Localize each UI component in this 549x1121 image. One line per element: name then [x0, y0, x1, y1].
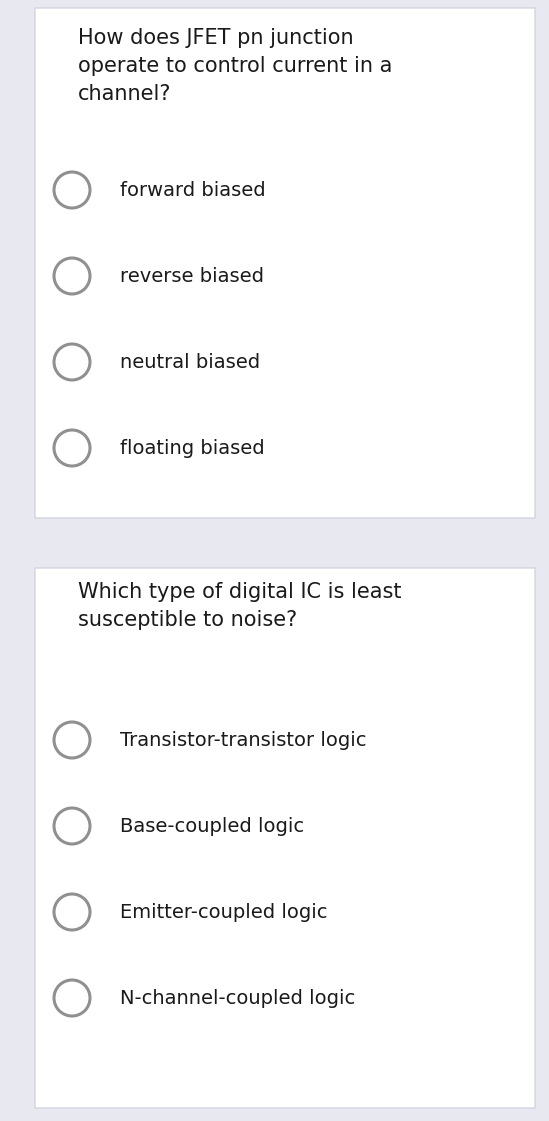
Ellipse shape	[54, 808, 90, 844]
Text: N-channel-coupled logic: N-channel-coupled logic	[120, 989, 355, 1008]
Ellipse shape	[54, 722, 90, 758]
Text: forward biased: forward biased	[120, 180, 266, 200]
Text: neutral biased: neutral biased	[120, 352, 260, 371]
Ellipse shape	[54, 430, 90, 466]
Text: Transistor-transistor logic: Transistor-transistor logic	[120, 731, 367, 750]
FancyBboxPatch shape	[35, 8, 535, 518]
Text: Emitter-coupled logic: Emitter-coupled logic	[120, 902, 328, 921]
Ellipse shape	[54, 258, 90, 294]
Text: Which type of digital IC is least
susceptible to noise?: Which type of digital IC is least suscep…	[78, 582, 401, 630]
Ellipse shape	[54, 895, 90, 930]
Text: How does JFET pn junction
operate to control current in a
channel?: How does JFET pn junction operate to con…	[78, 28, 393, 104]
Text: floating biased: floating biased	[120, 438, 265, 457]
Ellipse shape	[54, 172, 90, 209]
Ellipse shape	[54, 980, 90, 1016]
Text: reverse biased: reverse biased	[120, 267, 264, 286]
Text: Base-coupled logic: Base-coupled logic	[120, 816, 304, 835]
Ellipse shape	[54, 344, 90, 380]
FancyBboxPatch shape	[35, 568, 535, 1108]
